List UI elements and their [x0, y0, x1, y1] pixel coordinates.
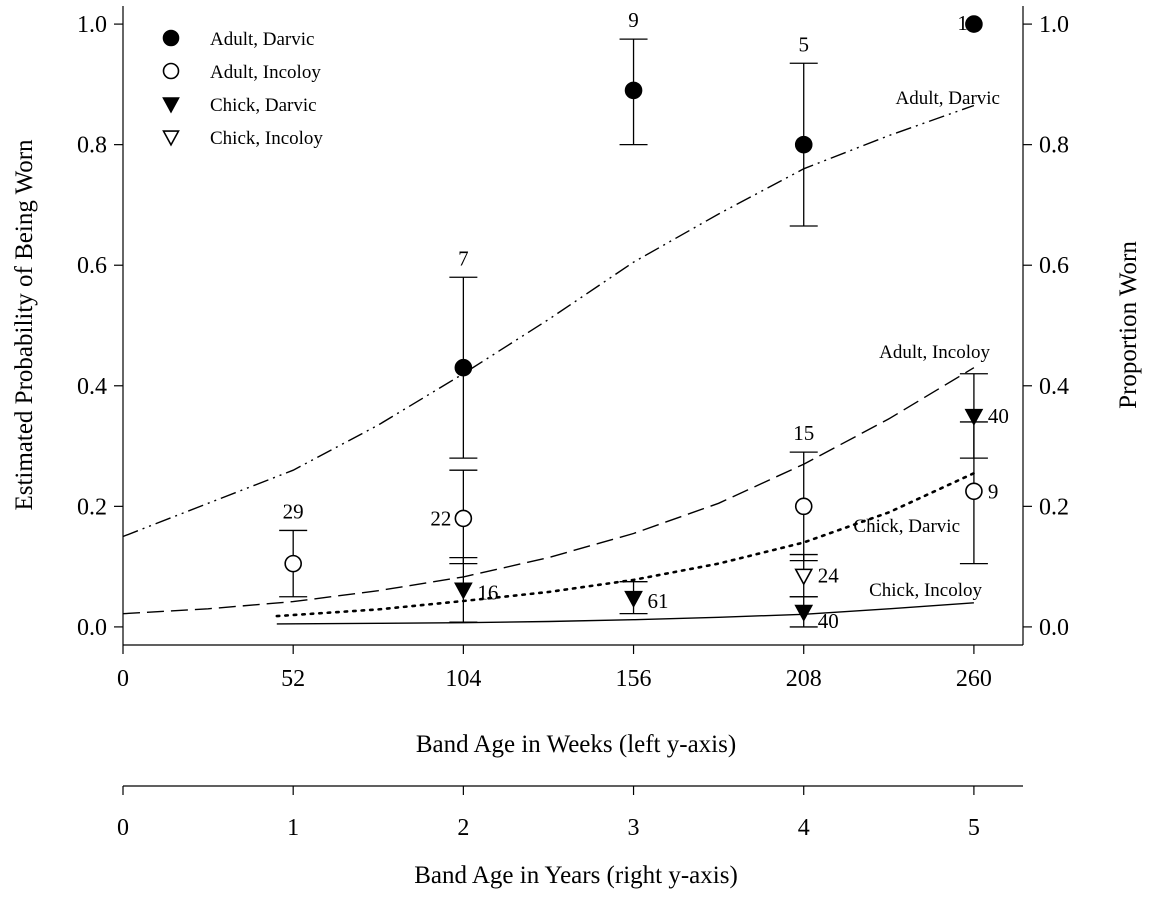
- curve-label: Adult, Darvic: [896, 88, 1000, 109]
- point: [794, 568, 814, 586]
- point: [794, 497, 813, 516]
- point: [965, 15, 983, 33]
- x2-tick-label: 4: [798, 815, 810, 841]
- x-tick-label: 52: [281, 666, 305, 692]
- legend: Adult, Darvic Adult, Incoloy Chick, Darvic…: [162, 29, 323, 149]
- sample-size-label: 16: [477, 581, 498, 605]
- x2-tick-label: 2: [457, 815, 469, 841]
- fitted-curve: [275, 471, 976, 618]
- point: [454, 582, 473, 600]
- curve-label: Chick, Darvic: [853, 516, 960, 537]
- sample-size-label: 1: [957, 11, 968, 35]
- x2-tick-label: 3: [628, 815, 640, 841]
- point: [162, 130, 180, 147]
- y-tick-label-right: 0.2: [1039, 494, 1069, 520]
- curve-label: Chick, Incoloy: [869, 580, 982, 601]
- legend-label: Adult, Darvic: [210, 29, 314, 50]
- sample-size-label: 9: [628, 8, 639, 32]
- sample-size-label: 7: [458, 246, 469, 270]
- point: [964, 408, 984, 426]
- y-tick-label-right: 0.0: [1039, 615, 1069, 641]
- legend-label: Adult, Incoloy: [210, 62, 321, 83]
- annotations: 7 9 5 1 29 22 15 9 16 61 40 40 24 Adult, Darvic Adult,…: [283, 8, 1009, 633]
- sample-size-label: 40: [818, 609, 839, 633]
- y-tick-label-right: 0.8: [1039, 133, 1069, 159]
- axes: 0 52 104 156 208 260 0 1 2 3 4 5 0.0 0.0 0.2 0.2 0.4 0.4 0…: [77, 6, 1069, 841]
- y-axis-title: Estimated Probability of Being Worn: [11, 139, 38, 511]
- x-tick-label: 260: [956, 666, 992, 692]
- x-tick-label: 208: [786, 666, 822, 692]
- x2-tick-label: 5: [968, 815, 980, 841]
- point: [965, 482, 983, 501]
- y-tick-label-right: 1.0: [1039, 12, 1069, 38]
- fitted-curve: [122, 367, 975, 615]
- point: [162, 62, 180, 80]
- x2-tick-label: 1: [287, 815, 299, 841]
- data-points: [279, 15, 988, 628]
- y-tick-label-left: 0.0: [77, 615, 107, 641]
- sample-size-label: 24: [818, 564, 840, 588]
- sample-size-label: 5: [798, 32, 809, 56]
- sample-size-label: 22: [430, 506, 451, 530]
- x-tick-label: 0: [117, 666, 129, 692]
- sample-size-label: 15: [793, 421, 814, 445]
- sample-size-label: 9: [988, 479, 999, 503]
- point: [162, 29, 180, 47]
- y-tick-label-left: 0.4: [77, 374, 107, 400]
- point: [624, 590, 643, 609]
- fitted-curve: [122, 104, 975, 538]
- legend-label: Chick, Incoloy: [210, 128, 323, 149]
- x-axis-title: Band Age in Weeks (left y-axis): [416, 731, 736, 758]
- sample-size-label: 29: [283, 499, 304, 523]
- point: [624, 81, 643, 100]
- y-tick-label-right: 0.4: [1039, 374, 1069, 400]
- point: [162, 97, 180, 114]
- x-tick-label: 104: [445, 666, 481, 692]
- x2-tick-label: 0: [117, 815, 129, 841]
- point: [794, 135, 813, 154]
- curve-label: Adult, Incoloy: [879, 342, 990, 363]
- y2-axis-title: Proportion Worn: [1115, 241, 1142, 409]
- point: [794, 604, 814, 622]
- x2-axis-title: Band Age in Years (right y-axis): [414, 862, 738, 889]
- point: [454, 358, 473, 377]
- y-tick-label-left: 1.0: [77, 12, 107, 38]
- legend-label: Chick, Darvic: [210, 95, 317, 116]
- fitted-curves: [122, 104, 976, 625]
- sample-size-label: 40: [988, 404, 1009, 428]
- y-tick-label-left: 0.2: [77, 494, 107, 520]
- sample-size-label: 61: [648, 589, 669, 613]
- x-tick-label: 156: [616, 666, 652, 692]
- point: [284, 554, 302, 573]
- fitted-curve: [276, 602, 974, 625]
- y-tick-label-left: 0.6: [77, 253, 107, 279]
- y-tick-label-left: 0.8: [77, 133, 107, 159]
- point: [454, 509, 473, 528]
- y-tick-label-right: 0.6: [1039, 253, 1069, 279]
